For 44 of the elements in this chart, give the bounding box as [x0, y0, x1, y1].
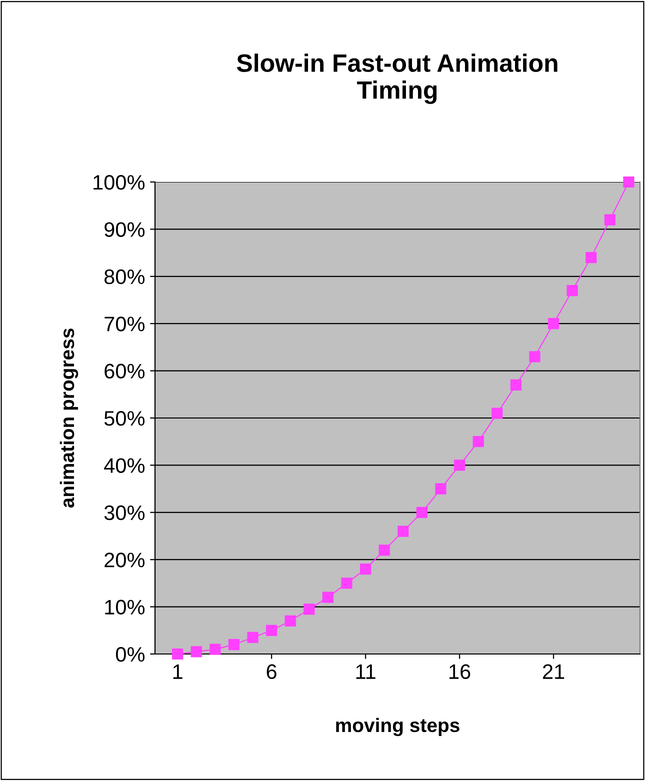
y-tick-label: 30% — [104, 505, 145, 520]
point — [284, 615, 296, 627]
point — [210, 644, 221, 655]
point — [472, 436, 484, 448]
y-tick-label: 60% — [104, 364, 145, 379]
point — [604, 214, 616, 226]
point — [492, 408, 503, 419]
y-tick-label: 40% — [104, 458, 145, 473]
point — [623, 176, 634, 188]
point — [454, 460, 466, 471]
y-tick-label: 80% — [104, 269, 145, 284]
point — [228, 639, 240, 650]
point — [172, 648, 184, 660]
point — [398, 526, 409, 537]
y-tick-label: 90% — [104, 222, 145, 237]
y-tick-label: 20% — [104, 552, 145, 568]
point — [360, 563, 372, 575]
x-tick-label: 16 — [450, 664, 470, 680]
point — [529, 351, 540, 362]
point — [566, 285, 578, 296]
point — [548, 318, 560, 330]
y-tick-label: 100% — [94, 175, 145, 190]
point — [435, 483, 446, 494]
point — [510, 379, 522, 391]
point — [586, 252, 597, 264]
x-tick-label: 1 — [173, 664, 182, 679]
point — [304, 604, 315, 615]
x-tick-label: 11 — [356, 664, 376, 679]
y-tick-label: 70% — [104, 316, 145, 332]
x-tick-label: 21 — [542, 664, 564, 679]
y-axis-title: animation progress — [60, 328, 78, 508]
x-axis-title: moving steps — [336, 718, 460, 736]
point — [378, 544, 390, 556]
point — [266, 624, 278, 636]
y-tick-label: 50% — [104, 411, 145, 426]
y-tick-label: 10% — [105, 600, 145, 615]
chart-title: Slow-in Fast-out Animation Timing — [236, 54, 558, 104]
point — [190, 646, 202, 658]
x-tick-label: 6 — [266, 664, 276, 680]
point — [247, 632, 258, 644]
point — [341, 578, 352, 589]
point — [322, 592, 334, 603]
y-tick-label: 0% — [116, 647, 145, 662]
point — [416, 506, 428, 518]
